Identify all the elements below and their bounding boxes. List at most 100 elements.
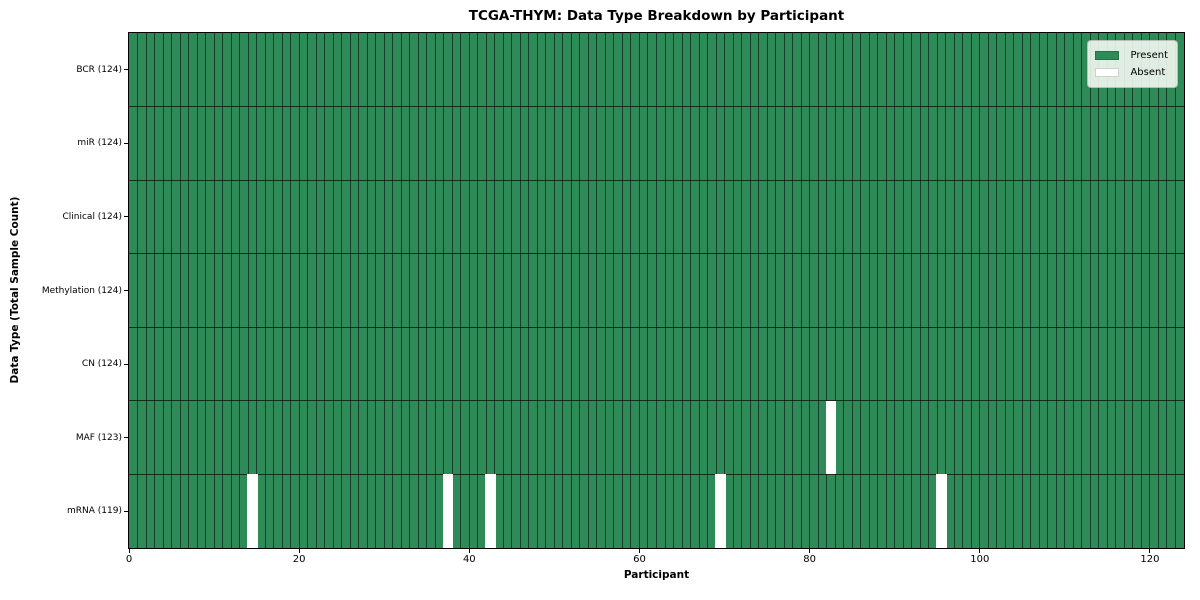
x-tick-label: 20 xyxy=(292,554,306,565)
cell-gridline-vertical xyxy=(256,33,258,548)
cell-gridline-vertical xyxy=(443,33,445,548)
cell-gridline-vertical xyxy=(179,33,181,548)
legend-swatch-present-icon xyxy=(1095,51,1120,60)
cell-gridline-vertical xyxy=(477,33,479,548)
legend: Present Absent xyxy=(1087,40,1178,88)
cell-gridline-vertical xyxy=(366,33,368,548)
cell-gridline-vertical xyxy=(766,33,768,548)
cell-gridline-vertical xyxy=(970,33,972,548)
y-tick-label: CN (124) xyxy=(81,359,122,370)
cell-gridline-vertical xyxy=(749,33,751,548)
cell-gridline-vertical xyxy=(162,33,164,548)
cell-gridline-vertical xyxy=(1072,33,1074,548)
plot-area: Present Absent xyxy=(128,32,1185,549)
x-tick-mark xyxy=(979,549,981,553)
x-tick-mark xyxy=(1149,549,1151,553)
cell-gridline-vertical xyxy=(570,33,572,548)
y-tick-label: MAF (123) xyxy=(75,432,122,443)
cell-gridline-vertical xyxy=(1140,33,1142,548)
cell-gridline-vertical xyxy=(945,33,947,548)
cell-gridline-vertical xyxy=(996,33,998,548)
cell-gridline-vertical xyxy=(919,33,921,548)
cell-gridline-vertical xyxy=(604,33,606,548)
cell-gridline-vertical xyxy=(1123,33,1125,548)
cell-gridline-vertical xyxy=(826,33,828,548)
cell-gridline-vertical xyxy=(494,33,496,548)
cell-gridline-vertical xyxy=(188,33,190,548)
cell-gridline-vertical xyxy=(1030,33,1032,548)
cell-gridline-vertical xyxy=(1174,33,1176,548)
cell-gridline-vertical xyxy=(690,33,692,548)
cell-gridline-vertical xyxy=(298,33,300,548)
x-tick-label: 120 xyxy=(1140,554,1160,565)
cell-gridline-vertical xyxy=(1004,33,1006,548)
cell-gridline-vertical xyxy=(426,33,428,548)
cell-gridline-vertical xyxy=(851,33,853,548)
cell-gridline-vertical xyxy=(673,33,675,548)
y-tick-mark xyxy=(124,216,128,218)
y-tick-mark xyxy=(124,142,128,144)
cell-gridline-vertical xyxy=(511,33,513,548)
absent-cell xyxy=(715,474,726,548)
cell-gridline-vertical xyxy=(1081,33,1083,548)
y-tick-mark xyxy=(124,69,128,71)
cell-gridline-vertical xyxy=(383,33,385,548)
cell-gridline-vertical xyxy=(332,33,334,548)
cell-gridline-vertical xyxy=(409,33,411,548)
y-tick-label: Methylation (124) xyxy=(41,285,122,296)
row-gridline-horizontal xyxy=(129,253,1184,255)
x-axis-label: Participant xyxy=(623,569,690,581)
row-gridline-horizontal xyxy=(129,400,1184,402)
x-tick-label: 40 xyxy=(462,554,476,565)
cell-gridline-vertical xyxy=(860,33,862,548)
x-tick-label: 60 xyxy=(633,554,646,565)
cell-gridline-vertical xyxy=(324,33,326,548)
cell-gridline-vertical xyxy=(613,33,615,548)
y-tick-label: Clinical (124) xyxy=(62,211,122,222)
row-gridline-horizontal xyxy=(129,473,1184,475)
cell-gridline-vertical xyxy=(638,33,640,548)
cell-gridline-vertical xyxy=(656,33,657,548)
cell-gridline-vertical xyxy=(1055,33,1057,548)
cell-gridline-vertical xyxy=(400,33,402,548)
cell-gridline-vertical xyxy=(468,33,470,548)
cell-gridline-vertical xyxy=(392,33,394,548)
cell-gridline-vertical xyxy=(205,33,207,548)
cell-gridline-vertical xyxy=(545,33,547,548)
cell-gridline-vertical xyxy=(1166,33,1168,548)
cell-gridline-vertical xyxy=(817,33,819,548)
cell-gridline-vertical xyxy=(264,33,266,548)
legend-swatch-absent-icon xyxy=(1095,68,1120,77)
cell-gridline-vertical xyxy=(290,33,292,548)
cell-gridline-vertical xyxy=(1149,33,1151,548)
cell-gridline-vertical xyxy=(868,33,870,548)
cell-gridline-vertical xyxy=(775,33,777,548)
cell-gridline-vertical xyxy=(460,33,462,548)
cell-gridline-vertical xyxy=(1021,33,1023,548)
cell-gridline-vertical xyxy=(1064,33,1066,548)
cell-gridline-vertical xyxy=(502,33,504,548)
cell-gridline-vertical xyxy=(281,33,283,548)
cell-gridline-vertical xyxy=(434,33,436,548)
x-tick-label: 0 xyxy=(125,554,133,565)
cell-gridline-vertical xyxy=(587,33,589,548)
y-tick-label: BCR (124) xyxy=(76,64,122,75)
cell-gridline-vertical xyxy=(596,33,598,548)
row-gridline-horizontal xyxy=(129,106,1184,108)
x-tick-mark xyxy=(809,549,811,553)
cell-gridline-vertical xyxy=(213,33,215,548)
cell-gridline-vertical xyxy=(273,33,275,548)
x-tick-mark xyxy=(468,549,470,553)
cell-gridline-vertical xyxy=(1013,33,1015,548)
cell-gridline-vertical xyxy=(758,33,760,548)
x-tick-mark xyxy=(638,549,640,553)
x-tick-label: 80 xyxy=(803,554,816,565)
x-tick-mark xyxy=(298,549,300,553)
cell-gridline-vertical xyxy=(877,33,879,548)
cell-gridline-vertical xyxy=(196,33,198,548)
y-tick-mark xyxy=(124,437,128,439)
cell-gridline-vertical xyxy=(1115,33,1117,548)
cell-gridline-vertical xyxy=(902,33,904,548)
cell-gridline-vertical xyxy=(230,33,232,548)
cell-gridline-vertical xyxy=(885,33,887,548)
